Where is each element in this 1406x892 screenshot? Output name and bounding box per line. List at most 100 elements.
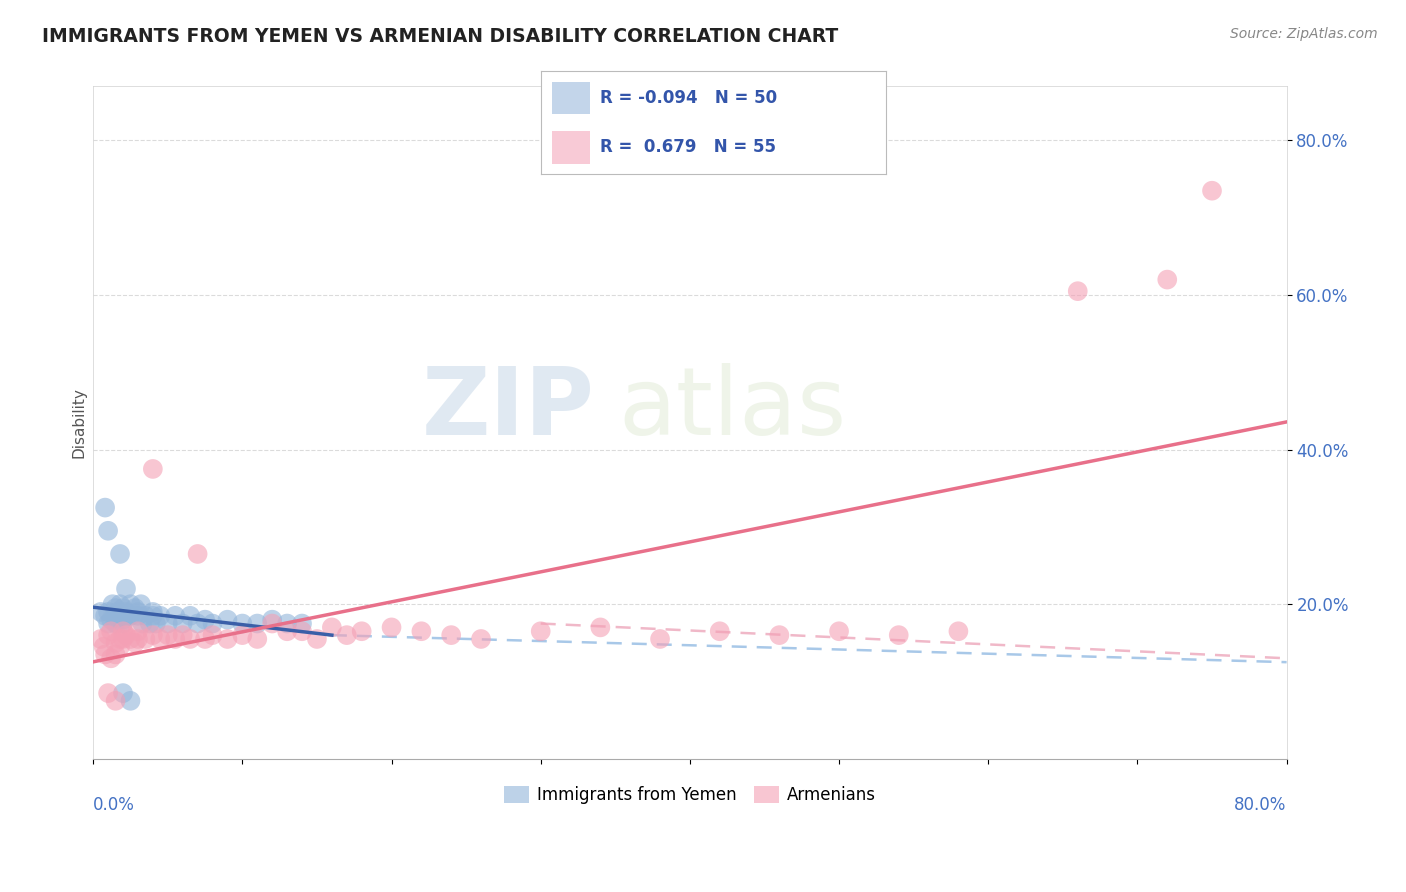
Point xyxy=(648,632,671,646)
Point xyxy=(142,605,165,619)
Text: 80.0%: 80.0% xyxy=(1234,796,1286,814)
Point xyxy=(709,624,731,639)
Point xyxy=(231,616,253,631)
Point xyxy=(201,628,224,642)
Point xyxy=(172,616,194,631)
Point xyxy=(124,636,146,650)
Text: Source: ZipAtlas.com: Source: ZipAtlas.com xyxy=(1230,27,1378,41)
Point xyxy=(142,628,165,642)
Point xyxy=(172,628,194,642)
Point xyxy=(97,616,120,631)
Text: R = -0.094   N = 50: R = -0.094 N = 50 xyxy=(600,89,778,107)
Point xyxy=(156,616,179,631)
Legend: Immigrants from Yemen, Armenians: Immigrants from Yemen, Armenians xyxy=(498,780,883,811)
Point xyxy=(142,462,165,476)
Point xyxy=(120,694,142,708)
Point xyxy=(127,608,149,623)
Point xyxy=(108,597,131,611)
Point xyxy=(156,628,179,642)
Point xyxy=(187,616,209,631)
Point xyxy=(111,613,134,627)
Point xyxy=(231,628,253,642)
Text: R =  0.679   N = 55: R = 0.679 N = 55 xyxy=(600,138,776,156)
Point xyxy=(440,628,463,642)
FancyBboxPatch shape xyxy=(551,82,589,114)
Point xyxy=(887,628,910,642)
Text: IMMIGRANTS FROM YEMEN VS ARMENIAN DISABILITY CORRELATION CHART: IMMIGRANTS FROM YEMEN VS ARMENIAN DISABI… xyxy=(42,27,838,45)
Point xyxy=(149,608,172,623)
Point xyxy=(131,616,153,631)
Point xyxy=(94,500,117,515)
Text: ZIP: ZIP xyxy=(422,363,595,455)
Point xyxy=(120,632,142,646)
Point xyxy=(145,616,167,631)
Point xyxy=(97,524,120,538)
Point xyxy=(350,624,373,639)
Point xyxy=(470,632,492,646)
Point xyxy=(134,632,156,646)
Point xyxy=(129,597,152,611)
Point xyxy=(246,616,269,631)
Point xyxy=(165,632,187,646)
Point xyxy=(111,632,134,646)
Point xyxy=(1067,284,1090,298)
Point xyxy=(111,616,134,631)
Point xyxy=(111,608,134,623)
Point xyxy=(262,616,284,631)
Point xyxy=(104,648,127,662)
Point xyxy=(828,624,851,639)
Point xyxy=(100,613,122,627)
Point xyxy=(111,686,134,700)
Point xyxy=(104,608,127,623)
Point xyxy=(90,605,112,619)
Point xyxy=(111,624,134,639)
Point xyxy=(380,620,402,634)
Point xyxy=(127,605,149,619)
Point xyxy=(94,608,117,623)
Point xyxy=(948,624,970,639)
Point xyxy=(120,608,142,623)
Point xyxy=(217,613,239,627)
Point xyxy=(94,648,117,662)
Point xyxy=(336,628,359,642)
Point xyxy=(97,686,120,700)
Point xyxy=(187,547,209,561)
Point xyxy=(291,624,314,639)
Point xyxy=(142,608,165,623)
Point xyxy=(105,605,128,619)
Point xyxy=(120,597,142,611)
Point xyxy=(411,624,433,639)
Point xyxy=(100,624,122,639)
Point xyxy=(108,547,131,561)
Point xyxy=(127,632,149,646)
Point xyxy=(276,616,298,631)
Point xyxy=(108,640,131,654)
Point xyxy=(179,608,201,623)
Point xyxy=(97,605,120,619)
Point xyxy=(104,601,127,615)
Point xyxy=(149,632,172,646)
Point xyxy=(104,616,127,631)
Point xyxy=(194,632,217,646)
Point xyxy=(768,628,790,642)
Text: atlas: atlas xyxy=(619,363,846,455)
Point xyxy=(111,601,134,615)
Point xyxy=(321,620,343,634)
Point xyxy=(262,613,284,627)
Y-axis label: Disability: Disability xyxy=(72,387,86,458)
Point xyxy=(124,601,146,615)
Point xyxy=(139,616,162,631)
Point xyxy=(101,597,124,611)
Point xyxy=(104,636,127,650)
Point xyxy=(194,613,217,627)
Point xyxy=(90,632,112,646)
Point xyxy=(108,632,131,646)
Point xyxy=(291,616,314,631)
Point xyxy=(217,632,239,646)
FancyBboxPatch shape xyxy=(551,131,589,163)
Point xyxy=(104,694,127,708)
Point xyxy=(117,608,139,623)
Point xyxy=(134,608,156,623)
Point xyxy=(179,632,201,646)
Point xyxy=(115,582,138,596)
